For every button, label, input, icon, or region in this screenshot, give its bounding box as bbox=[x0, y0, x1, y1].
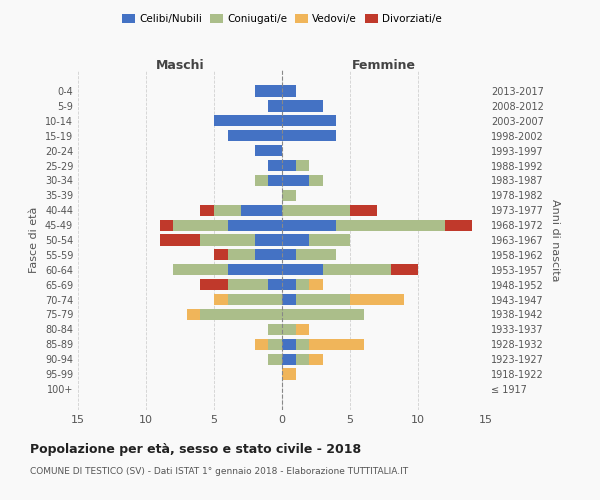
Bar bbox=[268, 324, 282, 335]
Bar bbox=[187, 309, 200, 320]
Bar bbox=[282, 324, 296, 335]
Bar bbox=[350, 204, 377, 216]
Bar bbox=[173, 220, 227, 230]
Bar bbox=[214, 294, 227, 305]
Bar bbox=[309, 354, 323, 365]
Bar bbox=[214, 204, 241, 216]
Y-axis label: Anni di nascita: Anni di nascita bbox=[550, 198, 560, 281]
Bar bbox=[282, 368, 296, 380]
Bar bbox=[309, 338, 364, 350]
Bar bbox=[296, 294, 350, 305]
Bar bbox=[323, 264, 391, 276]
Bar bbox=[296, 250, 337, 260]
Bar bbox=[200, 309, 282, 320]
Bar bbox=[227, 130, 282, 141]
Bar bbox=[296, 354, 309, 365]
Bar bbox=[296, 338, 309, 350]
Bar bbox=[282, 354, 296, 365]
Bar bbox=[282, 250, 296, 260]
Text: Popolazione per età, sesso e stato civile - 2018: Popolazione per età, sesso e stato civil… bbox=[30, 442, 361, 456]
Bar bbox=[282, 220, 337, 230]
Text: Maschi: Maschi bbox=[155, 58, 205, 71]
Bar bbox=[309, 175, 323, 186]
Bar bbox=[350, 294, 404, 305]
Bar bbox=[200, 234, 255, 246]
Bar bbox=[160, 234, 200, 246]
Bar bbox=[282, 115, 337, 126]
Bar bbox=[200, 279, 227, 290]
Bar bbox=[337, 220, 445, 230]
Bar bbox=[282, 309, 364, 320]
Bar bbox=[255, 145, 282, 156]
Bar bbox=[255, 338, 268, 350]
Bar bbox=[241, 204, 282, 216]
Bar bbox=[309, 279, 323, 290]
Bar bbox=[391, 264, 418, 276]
Bar bbox=[268, 100, 282, 112]
Bar bbox=[268, 338, 282, 350]
Text: COMUNE DI TESTICO (SV) - Dati ISTAT 1° gennaio 2018 - Elaborazione TUTTITALIA.IT: COMUNE DI TESTICO (SV) - Dati ISTAT 1° g… bbox=[30, 468, 408, 476]
Bar bbox=[296, 324, 309, 335]
Bar bbox=[282, 190, 296, 201]
Bar bbox=[227, 264, 282, 276]
Bar bbox=[255, 250, 282, 260]
Bar bbox=[268, 354, 282, 365]
Bar bbox=[255, 234, 282, 246]
Bar bbox=[200, 204, 214, 216]
Bar bbox=[268, 279, 282, 290]
Bar bbox=[309, 234, 350, 246]
Bar bbox=[160, 220, 173, 230]
Bar bbox=[282, 294, 296, 305]
Bar bbox=[282, 204, 350, 216]
Bar bbox=[268, 160, 282, 171]
Bar bbox=[282, 234, 309, 246]
Bar bbox=[227, 250, 255, 260]
Bar bbox=[296, 279, 309, 290]
Bar bbox=[282, 279, 296, 290]
Bar bbox=[282, 130, 337, 141]
Text: Femmine: Femmine bbox=[352, 58, 416, 71]
Bar bbox=[255, 175, 268, 186]
Legend: Celibi/Nubili, Coniugati/e, Vedovi/e, Divorziati/e: Celibi/Nubili, Coniugati/e, Vedovi/e, Di… bbox=[118, 10, 446, 29]
Bar bbox=[282, 100, 323, 112]
Bar bbox=[445, 220, 472, 230]
Bar bbox=[214, 250, 227, 260]
Bar bbox=[282, 175, 309, 186]
Bar bbox=[282, 160, 296, 171]
Bar bbox=[268, 175, 282, 186]
Bar bbox=[214, 115, 282, 126]
Bar bbox=[296, 160, 309, 171]
Bar bbox=[282, 338, 296, 350]
Bar bbox=[282, 86, 296, 96]
Bar bbox=[227, 294, 282, 305]
Bar bbox=[255, 86, 282, 96]
Bar bbox=[173, 264, 227, 276]
Y-axis label: Fasce di età: Fasce di età bbox=[29, 207, 39, 273]
Bar bbox=[227, 220, 282, 230]
Bar bbox=[227, 279, 268, 290]
Bar bbox=[282, 264, 323, 276]
